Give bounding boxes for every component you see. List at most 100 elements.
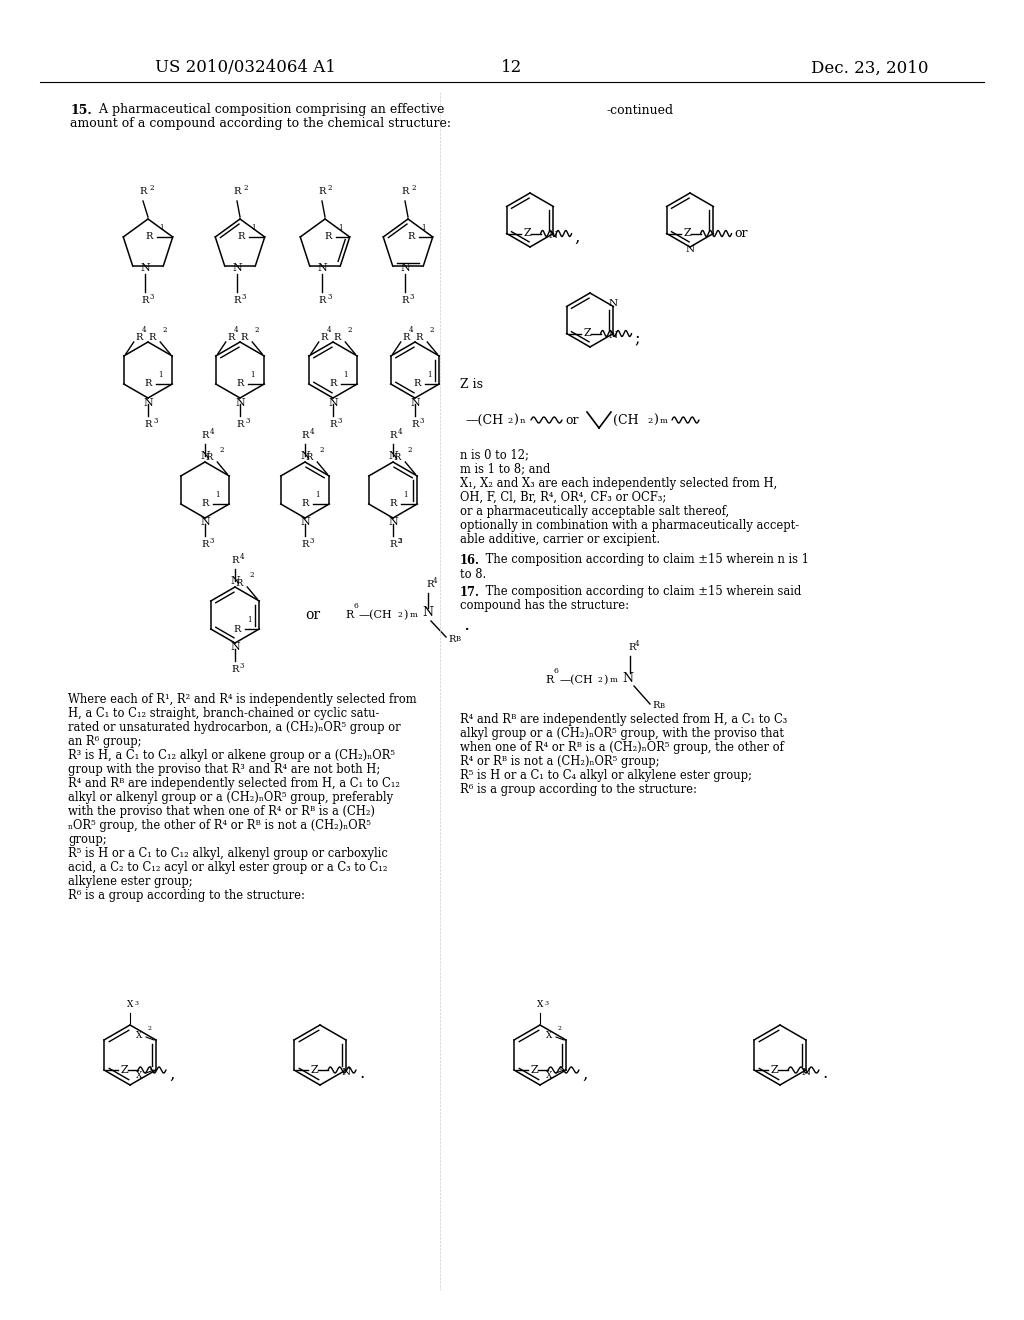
Text: Where each of R¹, R² and R⁴ is independently selected from: Where each of R¹, R² and R⁴ is independe… xyxy=(68,693,417,706)
Text: Z: Z xyxy=(121,1065,129,1074)
Text: R: R xyxy=(202,499,209,508)
Text: N: N xyxy=(236,399,245,408)
Text: 3: 3 xyxy=(338,417,342,425)
Text: R: R xyxy=(236,578,244,587)
Text: 15.: 15. xyxy=(70,103,92,116)
Text: ,: , xyxy=(169,1065,174,1082)
Text: 1: 1 xyxy=(215,491,220,499)
Text: R: R xyxy=(139,187,146,195)
Text: X: X xyxy=(127,1001,133,1008)
Text: 4: 4 xyxy=(327,326,331,334)
Text: —(CH: —(CH xyxy=(465,413,503,426)
Text: 2: 2 xyxy=(162,326,167,334)
Text: 2: 2 xyxy=(597,676,602,684)
Text: OH, F, Cl, Br, R⁴, OR⁴, CF₃ or OCF₃;: OH, F, Cl, Br, R⁴, OR⁴, CF₃ or OCF₃; xyxy=(460,491,667,503)
Text: R: R xyxy=(306,454,313,462)
Text: R: R xyxy=(394,454,401,462)
Text: R: R xyxy=(144,380,153,388)
Text: 1: 1 xyxy=(338,224,342,232)
Text: 4: 4 xyxy=(240,553,245,561)
Text: rated or unsaturated hydrocarbon, a (CH₂)ₙOR⁵ group or: rated or unsaturated hydrocarbon, a (CH₂… xyxy=(68,722,400,734)
Text: 3: 3 xyxy=(153,417,158,425)
Text: 6: 6 xyxy=(354,602,358,610)
Text: 3: 3 xyxy=(398,537,402,545)
Text: 1: 1 xyxy=(159,224,163,232)
Text: The composition according to claim ±15 wherein n is 1: The composition according to claim ±15 w… xyxy=(482,553,809,566)
Text: .: . xyxy=(463,616,469,634)
Text: or: or xyxy=(734,227,749,240)
Text: N: N xyxy=(622,672,633,685)
Text: 2: 2 xyxy=(150,183,154,191)
Text: N: N xyxy=(143,399,153,408)
Text: 4: 4 xyxy=(635,640,640,648)
Text: N: N xyxy=(300,451,310,461)
Text: R: R xyxy=(202,540,209,549)
Text: 4: 4 xyxy=(409,326,414,334)
Text: N: N xyxy=(200,517,210,527)
Text: 3: 3 xyxy=(134,1001,138,1006)
Text: R: R xyxy=(414,380,421,388)
Text: 4: 4 xyxy=(141,326,146,334)
Text: R: R xyxy=(416,334,423,342)
Text: R: R xyxy=(390,499,397,508)
Text: X: X xyxy=(546,1071,552,1080)
Text: 2: 2 xyxy=(397,611,401,619)
Text: N: N xyxy=(609,300,617,309)
Text: 1: 1 xyxy=(343,371,348,379)
Text: X: X xyxy=(537,1001,543,1008)
Text: R: R xyxy=(628,643,635,652)
Text: R: R xyxy=(389,432,396,440)
Text: R: R xyxy=(227,334,236,342)
Text: or: or xyxy=(305,609,321,622)
Text: Z: Z xyxy=(771,1065,778,1074)
Text: R⁶ is a group according to the structure:: R⁶ is a group according to the structure… xyxy=(68,890,305,903)
Text: ): ) xyxy=(513,413,518,426)
Text: Z: Z xyxy=(523,228,531,239)
Text: 2: 2 xyxy=(319,446,324,454)
Text: 2: 2 xyxy=(429,326,434,334)
Text: R: R xyxy=(334,334,341,342)
Text: optionally in combination with a pharmaceutically accept-: optionally in combination with a pharmac… xyxy=(460,519,799,532)
Text: 2: 2 xyxy=(411,183,416,191)
Text: ): ) xyxy=(403,610,408,620)
Text: 1: 1 xyxy=(251,224,255,232)
Text: group;: group; xyxy=(68,833,106,846)
Text: 4: 4 xyxy=(433,577,437,585)
Text: R: R xyxy=(652,701,659,710)
Text: H, a C₁ to C₁₂ straight, branch-chained or cyclic satu-: H, a C₁ to C₁₂ straight, branch-chained … xyxy=(68,708,379,721)
Text: 3: 3 xyxy=(310,537,314,545)
Text: 1: 1 xyxy=(421,224,425,232)
Text: Z: Z xyxy=(684,228,691,239)
Text: R: R xyxy=(233,624,242,634)
Text: N: N xyxy=(388,451,398,461)
Text: 4: 4 xyxy=(398,428,402,436)
Text: m is 1 to 8; and: m is 1 to 8; and xyxy=(460,462,550,475)
Text: R: R xyxy=(318,187,326,195)
Text: N: N xyxy=(609,331,617,341)
Text: Dec. 23, 2010: Dec. 23, 2010 xyxy=(811,59,929,77)
Text: 1: 1 xyxy=(148,1067,152,1071)
Text: 4: 4 xyxy=(210,428,214,436)
Text: (CH: (CH xyxy=(613,413,639,426)
Text: R⁵ is H or a C₁ to C₁₂ alkyl, alkenyl group or carboxylic: R⁵ is H or a C₁ to C₁₂ alkyl, alkenyl gr… xyxy=(68,847,388,861)
Text: 3: 3 xyxy=(410,293,415,301)
Text: R: R xyxy=(301,540,308,549)
Text: 2: 2 xyxy=(398,537,402,545)
Text: N: N xyxy=(317,263,327,273)
Text: 2: 2 xyxy=(507,417,512,425)
Text: 3: 3 xyxy=(245,417,250,425)
Text: R⁵ is H or a C₁ to C₄ alkyl or alkylene ester group;: R⁵ is H or a C₁ to C₄ alkyl or alkylene … xyxy=(460,770,752,783)
Text: acid, a C₂ to C₁₂ acyl or alkyl ester group or a C₃ to C₁₂: acid, a C₂ to C₁₂ acyl or alkyl ester gr… xyxy=(68,862,387,874)
Text: ): ) xyxy=(653,413,657,426)
Text: R: R xyxy=(325,232,332,242)
Text: ): ) xyxy=(603,675,607,685)
Text: 2: 2 xyxy=(219,446,224,454)
Text: 2: 2 xyxy=(254,326,259,334)
Text: R: R xyxy=(401,187,409,195)
Text: or: or xyxy=(565,413,579,426)
Text: 2: 2 xyxy=(249,572,254,579)
Text: R: R xyxy=(136,334,143,342)
Text: 6: 6 xyxy=(554,667,559,675)
Text: ;: ; xyxy=(635,329,640,346)
Text: alkyl group or a (CH₂)ₙOR⁵ group, with the proviso that: alkyl group or a (CH₂)ₙOR⁵ group, with t… xyxy=(460,727,784,741)
